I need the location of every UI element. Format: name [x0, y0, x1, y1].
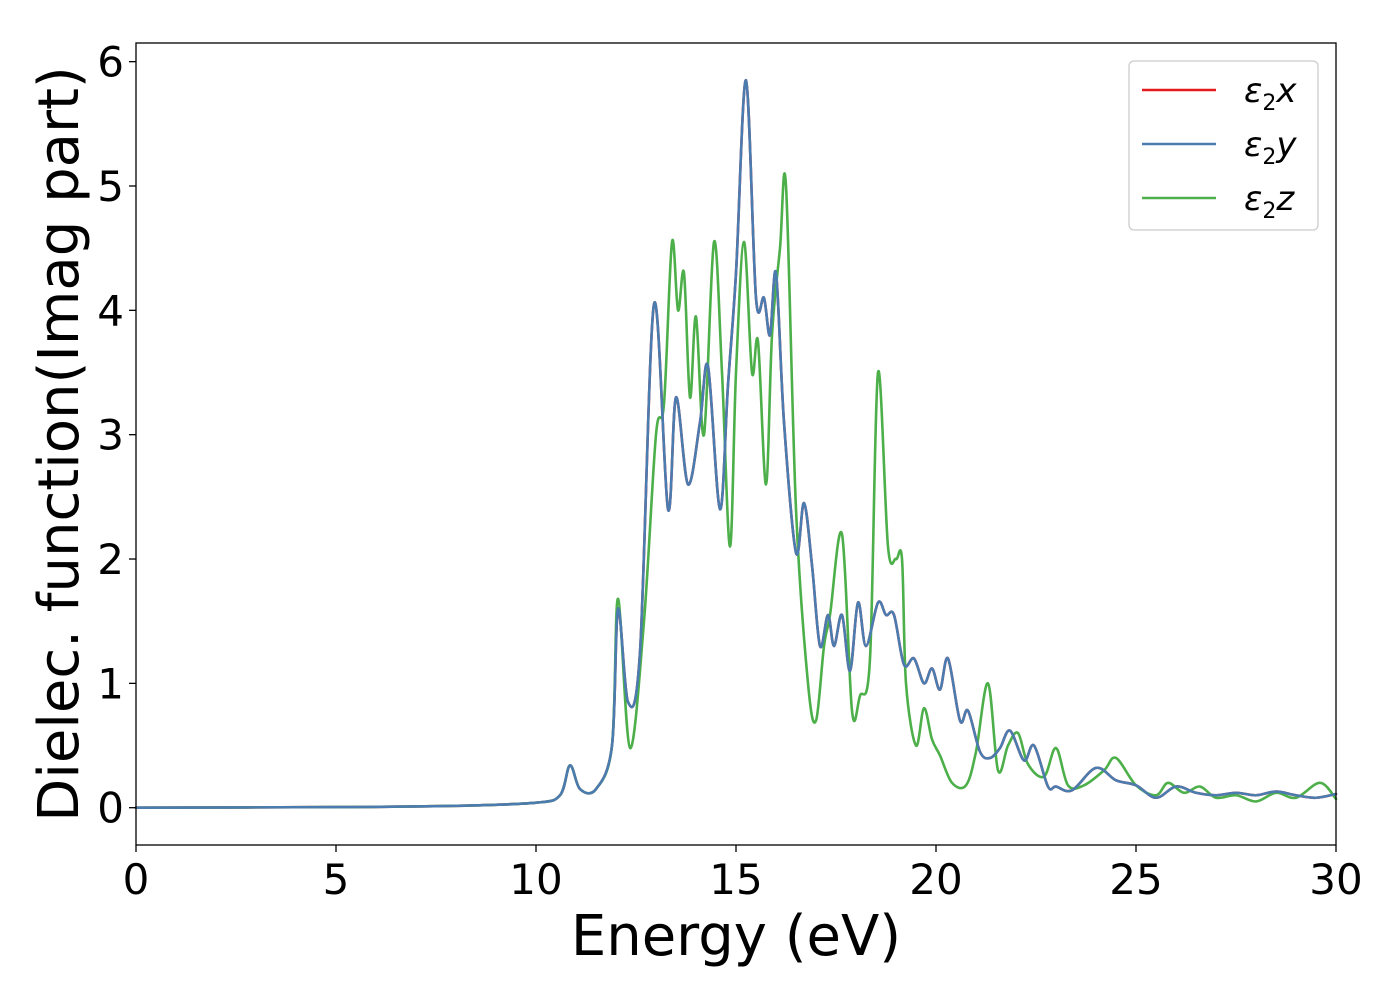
x-tick-label: 5 [323, 855, 350, 904]
x-tick-label: 0 [123, 855, 150, 904]
y-tick-label: 2 [97, 535, 124, 584]
x-tick-label: 10 [509, 855, 562, 904]
ticks-layer: 0 5 10 15 20 25 30 0 1 2 3 4 5 6 [97, 38, 1362, 904]
x-axis-label: Energy (eV) [571, 904, 901, 969]
legend: ε2x ε2y ε2z [1128, 60, 1319, 231]
legend-label-z: ε2z [1244, 179, 1295, 224]
x-tick-label: 15 [709, 855, 762, 904]
y-axis-label: Dielec. function(Imag part) [27, 66, 92, 822]
y-tick-label: 5 [97, 162, 124, 211]
y-tick-label: 0 [97, 784, 124, 833]
legend-label-y: ε2y [1244, 125, 1297, 170]
x-tick-label: 25 [1109, 855, 1162, 904]
series-line-y [134, 78, 1338, 809]
y-tick-label: 1 [97, 659, 124, 708]
x-tick-label: 20 [909, 855, 962, 904]
legend-label-x: ε2x [1244, 71, 1297, 116]
y-tick-label: 3 [97, 411, 124, 460]
series-layer [134, 78, 1338, 809]
series-line-z [134, 172, 1338, 809]
legend-frame [1128, 60, 1319, 231]
y-tick-label: 4 [97, 286, 124, 335]
x-tick-label: 30 [1309, 855, 1362, 904]
y-tick-label: 6 [97, 38, 124, 87]
